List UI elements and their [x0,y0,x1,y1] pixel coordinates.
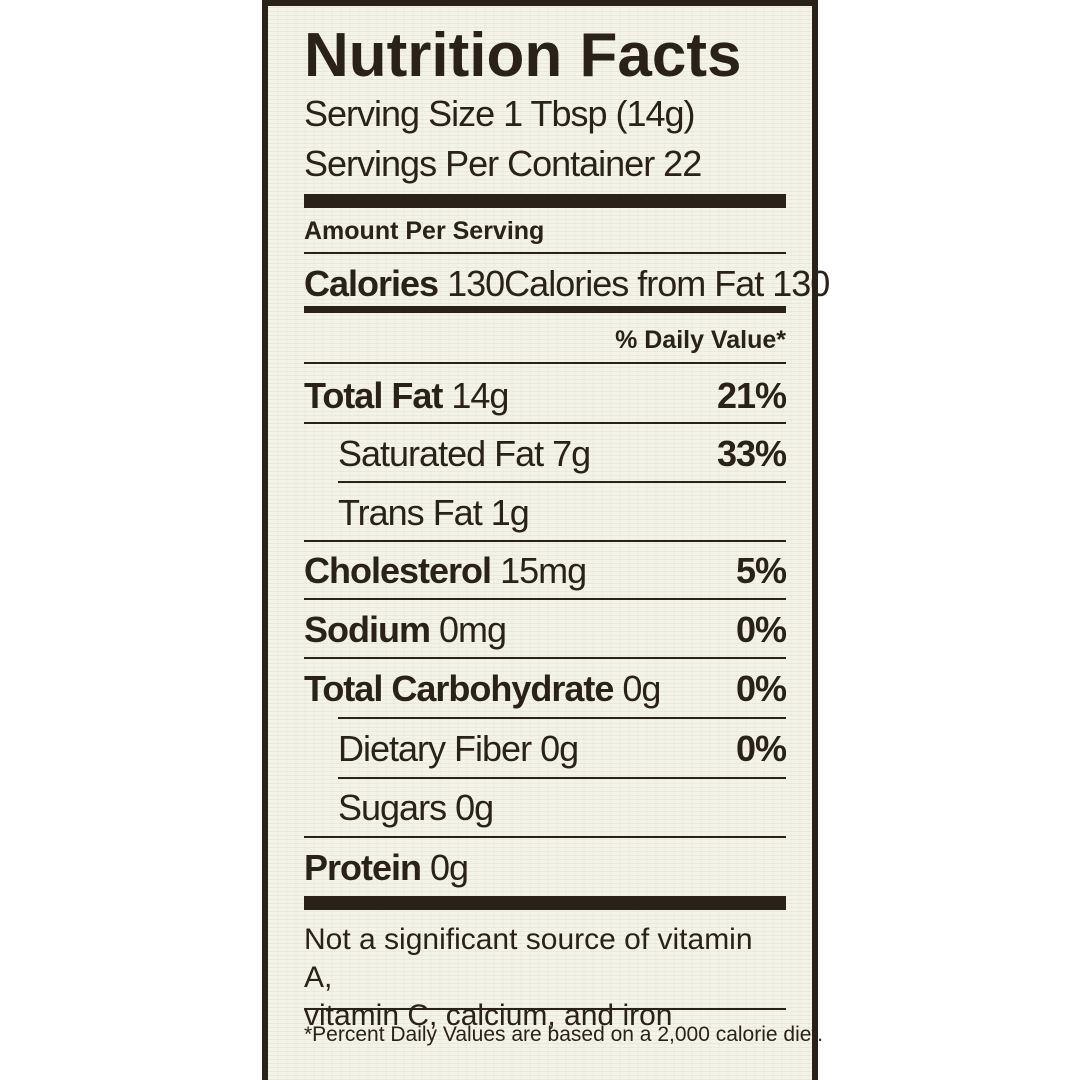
nutrient-dv: 33% [716,433,787,474]
nutrient-amount: 1g [490,492,530,533]
nutrient-row-sodium: Sodium 0mg 0% [304,608,787,652]
servings-per-container: Servings Per Container 22 [304,143,702,184]
thick-divider [304,896,786,910]
top-border [268,0,812,6]
calories: Calories 130 [304,262,505,306]
nutrient-dv: 0% [735,728,787,769]
nutrient-amount: 0g [540,728,579,769]
divider [304,422,786,424]
nutrient-amount: 14g [451,375,509,416]
amount-per-serving: Amount Per Serving [304,217,545,245]
divider [304,540,786,542]
nutrient-dv: 5% [735,550,787,591]
calories-value: 130 [447,263,505,304]
nutrient-row-total-carbohydrate: Total Carbohydrate 0g 0% [304,667,787,711]
nutrient-name: Sugars [338,787,447,828]
nutrient-dv: 21% [716,375,787,416]
nutrient-name: Trans Fat [338,492,483,533]
calories-from-fat: Calories from Fat 130 [504,263,830,304]
nutrient-amount: 0g [622,668,661,709]
thick-divider [304,194,786,208]
vitamin-note-line-1: Not a significant source of vitamin A, [304,923,753,994]
calories-row: Calories 130 Calories from Fat 130 [304,262,830,306]
divider [304,598,786,600]
nutrient-amount: 0g [430,847,469,888]
nutrient-amount: 7g [552,433,591,474]
calories-label: Calories [304,263,439,304]
nutrient-row-protein: Protein 0g [304,846,786,890]
nutrient-name: Dietary Fiber [338,728,532,769]
nutrient-dv: 0% [735,609,787,650]
vitamin-note: Not a significant source of vitamin A, v… [304,921,786,1035]
nutrient-amount: 0g [455,787,494,828]
nutrient-row-trans-fat: Trans Fat 1g [338,491,786,535]
nutrient-name: Cholesterol [304,550,492,591]
nutrient-row-total-fat: Total Fat 14g 21% [304,374,787,418]
nutrient-amount: 0mg [439,609,507,650]
nutrient-name: Total Fat [304,375,443,416]
nutrient-name: Protein [304,847,422,888]
serving-size: Serving Size 1 Tbsp (14g) [304,93,696,134]
nutrient-name: Total Carbohydrate [304,668,614,709]
divider [338,481,786,483]
divider [338,717,786,719]
divider [304,362,786,364]
divider [304,836,786,838]
nutrient-row-cholesterol: Cholesterol 15mg 5% [304,549,787,593]
divider [304,1008,786,1010]
divider [304,252,786,254]
label-title: Nutrition Facts [304,21,742,90]
nutrient-amount: 15mg [500,550,587,591]
divider [338,777,786,779]
nutrient-dv: 0% [735,668,787,709]
nutrition-facts-panel: Nutrition Facts Serving Size 1 Tbsp (14g… [262,0,830,1080]
nutrient-row-saturated-fat: Saturated Fat 7g 33% [338,432,787,476]
nutrient-name: Saturated Fat [338,433,544,474]
label-content: Nutrition Facts Serving Size 1 Tbsp (14g… [304,0,830,1080]
nutrient-row-dietary-fiber: Dietary Fiber 0g 0% [338,727,787,771]
medium-divider [304,306,786,313]
daily-value-footnote: *Percent Daily Values are based on a 2,0… [304,1023,824,1046]
nutrient-row-sugars: Sugars 0g [338,786,786,830]
nutrient-name: Sodium [304,609,431,650]
divider [304,657,786,659]
daily-value-header: % Daily Value* [615,326,786,354]
vitamin-note-line-2: vitamin C, calcium, and iron [304,999,673,1032]
